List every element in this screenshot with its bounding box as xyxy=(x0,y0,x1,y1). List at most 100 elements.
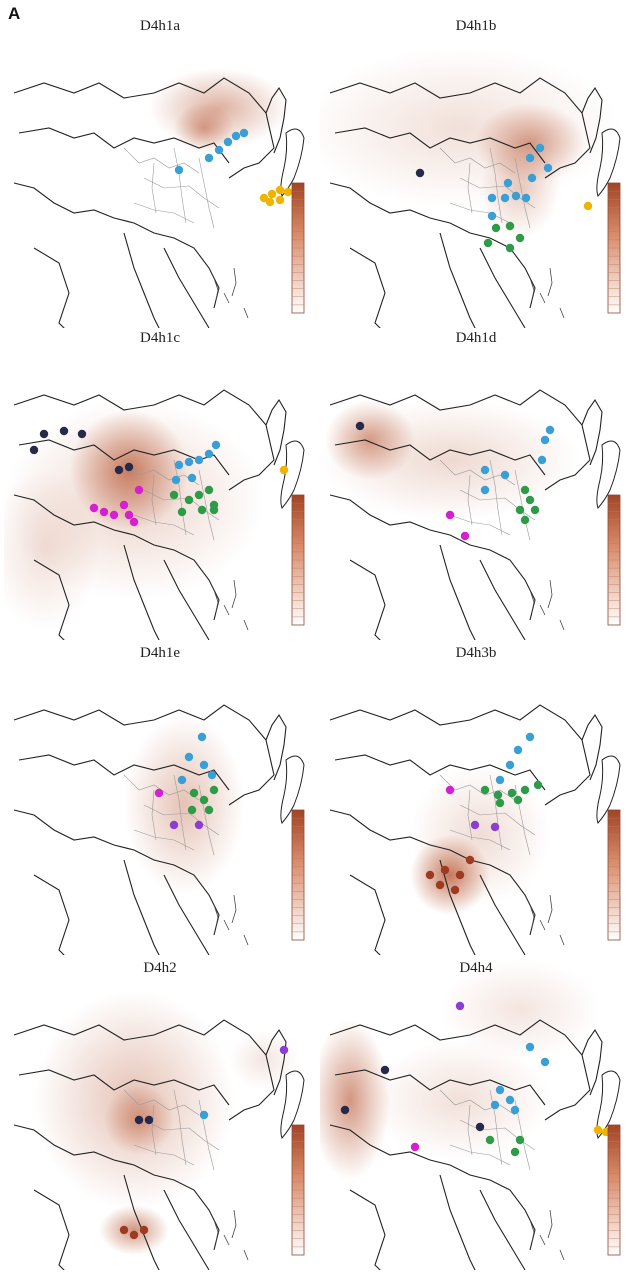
map-svg xyxy=(320,48,621,328)
sample-point-blue xyxy=(500,193,510,203)
map-title: D4h1a xyxy=(140,18,180,34)
frequency-heat-area xyxy=(440,960,600,1060)
sample-point-green xyxy=(530,505,540,515)
sample-point-green xyxy=(169,490,179,500)
sample-point-darkred xyxy=(119,1225,129,1235)
sample-point-blue xyxy=(513,745,523,755)
sample-point-darkred xyxy=(435,880,445,890)
sample-point-gold xyxy=(283,187,293,197)
base-map-outline xyxy=(329,77,621,328)
sample-point-magenta xyxy=(154,788,164,798)
sample-point-navy xyxy=(39,429,49,439)
map-panel-d4h4: D4h4 xyxy=(320,960,632,1270)
map-panel-d4h2: D4h2 xyxy=(4,960,316,1270)
sample-point-blue xyxy=(505,1095,515,1105)
sample-point-darkred xyxy=(425,870,435,880)
sample-point-green xyxy=(204,485,214,495)
sample-point-blue xyxy=(174,165,184,175)
frequency-heat-area xyxy=(410,765,550,905)
sample-point-gold xyxy=(593,1125,603,1135)
sample-point-green xyxy=(209,785,219,795)
sample-point-blue xyxy=(480,465,490,475)
sample-point-navy xyxy=(114,465,124,475)
sample-point-darkred xyxy=(465,855,475,865)
sample-point-blue xyxy=(199,760,209,770)
base-map-outline xyxy=(329,704,621,955)
sample-point-blue xyxy=(503,178,513,188)
sample-point-magenta xyxy=(134,485,144,495)
map-title: D4h4 xyxy=(459,960,493,976)
sample-point-blue xyxy=(525,732,535,742)
map-svg xyxy=(4,389,305,640)
map-panel-d4h1b: D4h1b xyxy=(320,18,632,328)
sample-point-blue xyxy=(510,1105,520,1115)
sample-point-gold xyxy=(259,193,269,203)
frequency-heat-area xyxy=(4,470,99,630)
sample-point-green xyxy=(495,798,505,808)
sample-point-magenta xyxy=(410,1142,420,1152)
map-panel-d4h3b: D4h3b xyxy=(320,645,632,955)
sample-point-blue xyxy=(171,475,181,485)
sample-point-blue xyxy=(525,153,535,163)
sample-point-blue xyxy=(239,128,249,138)
map-panel-d4h1d: D4h1d xyxy=(320,330,632,640)
base-map-outline xyxy=(13,77,305,328)
sample-point-green xyxy=(520,785,530,795)
sample-point-purple xyxy=(169,820,179,830)
map-svg xyxy=(13,68,305,328)
sample-point-darkred xyxy=(139,1225,149,1235)
sample-point-navy xyxy=(380,1065,390,1075)
map-title: D4h1d xyxy=(455,330,497,346)
sample-point-blue xyxy=(545,425,555,435)
frequency-heat-area xyxy=(320,1020,390,1180)
sample-point-green xyxy=(177,507,187,517)
sample-point-blue xyxy=(231,131,241,141)
sample-point-blue xyxy=(495,1085,505,1095)
sample-point-blue xyxy=(495,775,505,785)
sample-point-blue xyxy=(480,485,490,495)
sample-point-darkred xyxy=(440,865,450,875)
frequency-heat-area xyxy=(99,1205,169,1255)
sample-point-gold xyxy=(279,465,289,475)
sample-point-navy xyxy=(340,1105,350,1115)
sample-point-green xyxy=(483,238,493,248)
sample-point-darkred xyxy=(450,885,460,895)
sample-point-magenta xyxy=(445,785,455,795)
frequency-heat-area xyxy=(229,1030,299,1090)
map-title: D4h1b xyxy=(455,18,497,34)
sample-point-blue xyxy=(214,145,224,155)
sample-point-navy xyxy=(134,1115,144,1125)
sample-point-gold xyxy=(275,185,285,195)
sample-point-gold xyxy=(265,197,275,207)
map-svg xyxy=(13,990,305,1270)
sample-point-magenta xyxy=(129,517,139,527)
sample-point-gold xyxy=(267,189,277,199)
map-title: D4h1c xyxy=(140,330,180,346)
map-panel-d4h1e: D4h1e xyxy=(4,645,316,955)
sample-point-green xyxy=(533,780,543,790)
sample-point-green xyxy=(204,805,214,815)
sample-point-navy xyxy=(124,462,134,472)
sample-point-blue xyxy=(540,435,550,445)
sample-point-magenta xyxy=(119,500,129,510)
sample-point-blue xyxy=(223,137,233,147)
sample-point-green xyxy=(480,785,490,795)
sample-point-blue xyxy=(540,1057,550,1067)
sample-point-navy xyxy=(77,429,87,439)
sample-point-purple xyxy=(490,822,500,832)
sample-point-green xyxy=(197,505,207,515)
sample-point-blue xyxy=(187,473,197,483)
sample-point-navy xyxy=(355,421,365,431)
sample-point-green xyxy=(189,788,199,798)
sample-point-green xyxy=(520,485,530,495)
sample-point-blue xyxy=(174,460,184,470)
sample-point-magenta xyxy=(460,531,470,541)
sample-point-green xyxy=(507,788,517,798)
map-panel-d4h1a: D4h1a xyxy=(4,18,316,328)
base-map-outline xyxy=(13,1019,305,1270)
map-title: D4h2 xyxy=(143,960,177,976)
sample-point-blue xyxy=(204,153,214,163)
sample-point-blue xyxy=(505,760,515,770)
sample-point-purple xyxy=(470,820,480,830)
sample-point-blue xyxy=(211,440,221,450)
